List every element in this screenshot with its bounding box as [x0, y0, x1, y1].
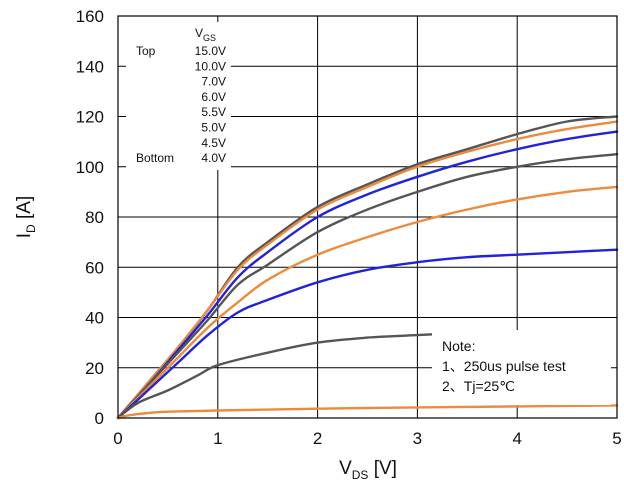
legend-entry: 15.0V — [195, 44, 226, 58]
notes-line-1: 1、250us pulse test — [442, 358, 566, 374]
y-tick-labels: 0 20 40 60 80 100 120 140 160 — [76, 7, 104, 428]
y-tick-label: 80 — [85, 208, 104, 227]
legend-top-label: Top — [136, 44, 156, 58]
x-tick-labels: 0 1 2 3 4 5 — [113, 429, 621, 448]
y-axis-label: ID [A] — [14, 196, 38, 238]
x-axis-label: VDS [V] — [339, 458, 397, 482]
notes-title: Note: — [442, 338, 475, 354]
legend-header: VGS — [195, 26, 216, 43]
series-line-4.0V — [116, 404, 619, 420]
series-group — [116, 115, 619, 420]
notes-box — [432, 330, 611, 405]
notes-line-2: 2、Tj=25℃ — [442, 378, 515, 394]
series-line-7.0V — [116, 130, 619, 420]
legend-entry: 7.0V — [201, 75, 226, 89]
y-tick-label: 100 — [76, 158, 104, 177]
series-line-10.0V — [116, 120, 619, 420]
series-line-5.5V — [116, 185, 619, 420]
y-tick-label: 160 — [76, 7, 104, 26]
plot-border — [117, 15, 618, 419]
legend-entry: 4.5V — [201, 136, 226, 150]
y-tick-label: 20 — [85, 359, 104, 378]
y-tick-label: 40 — [85, 309, 104, 328]
x-tick-label: 1 — [213, 429, 222, 448]
series-line-6.0V — [116, 153, 619, 420]
series-line-5.0V — [116, 248, 619, 420]
legend-entry: 6.0V — [201, 90, 226, 104]
y-tick-label: 120 — [76, 108, 104, 127]
x-tick-label: 4 — [512, 429, 521, 448]
x-tick-label: 0 — [113, 429, 122, 448]
legend-entry: 5.5V — [201, 105, 226, 119]
y-tick-label: 0 — [95, 409, 104, 428]
y-tick-label: 60 — [85, 258, 104, 277]
legend-entry: 10.0V — [195, 59, 226, 73]
y-tick-label: 140 — [76, 57, 104, 76]
legend-bottom-label: Bottom — [136, 151, 174, 165]
legend-entry: 5.0V — [201, 121, 226, 135]
legend-box — [126, 22, 231, 170]
x-tick-label: 3 — [413, 429, 422, 448]
legend-entry: 4.0V — [201, 151, 226, 165]
x-tick-label: 2 — [313, 429, 322, 448]
x-tick-label: 5 — [612, 429, 621, 448]
series-line-4.5V — [116, 331, 469, 420]
